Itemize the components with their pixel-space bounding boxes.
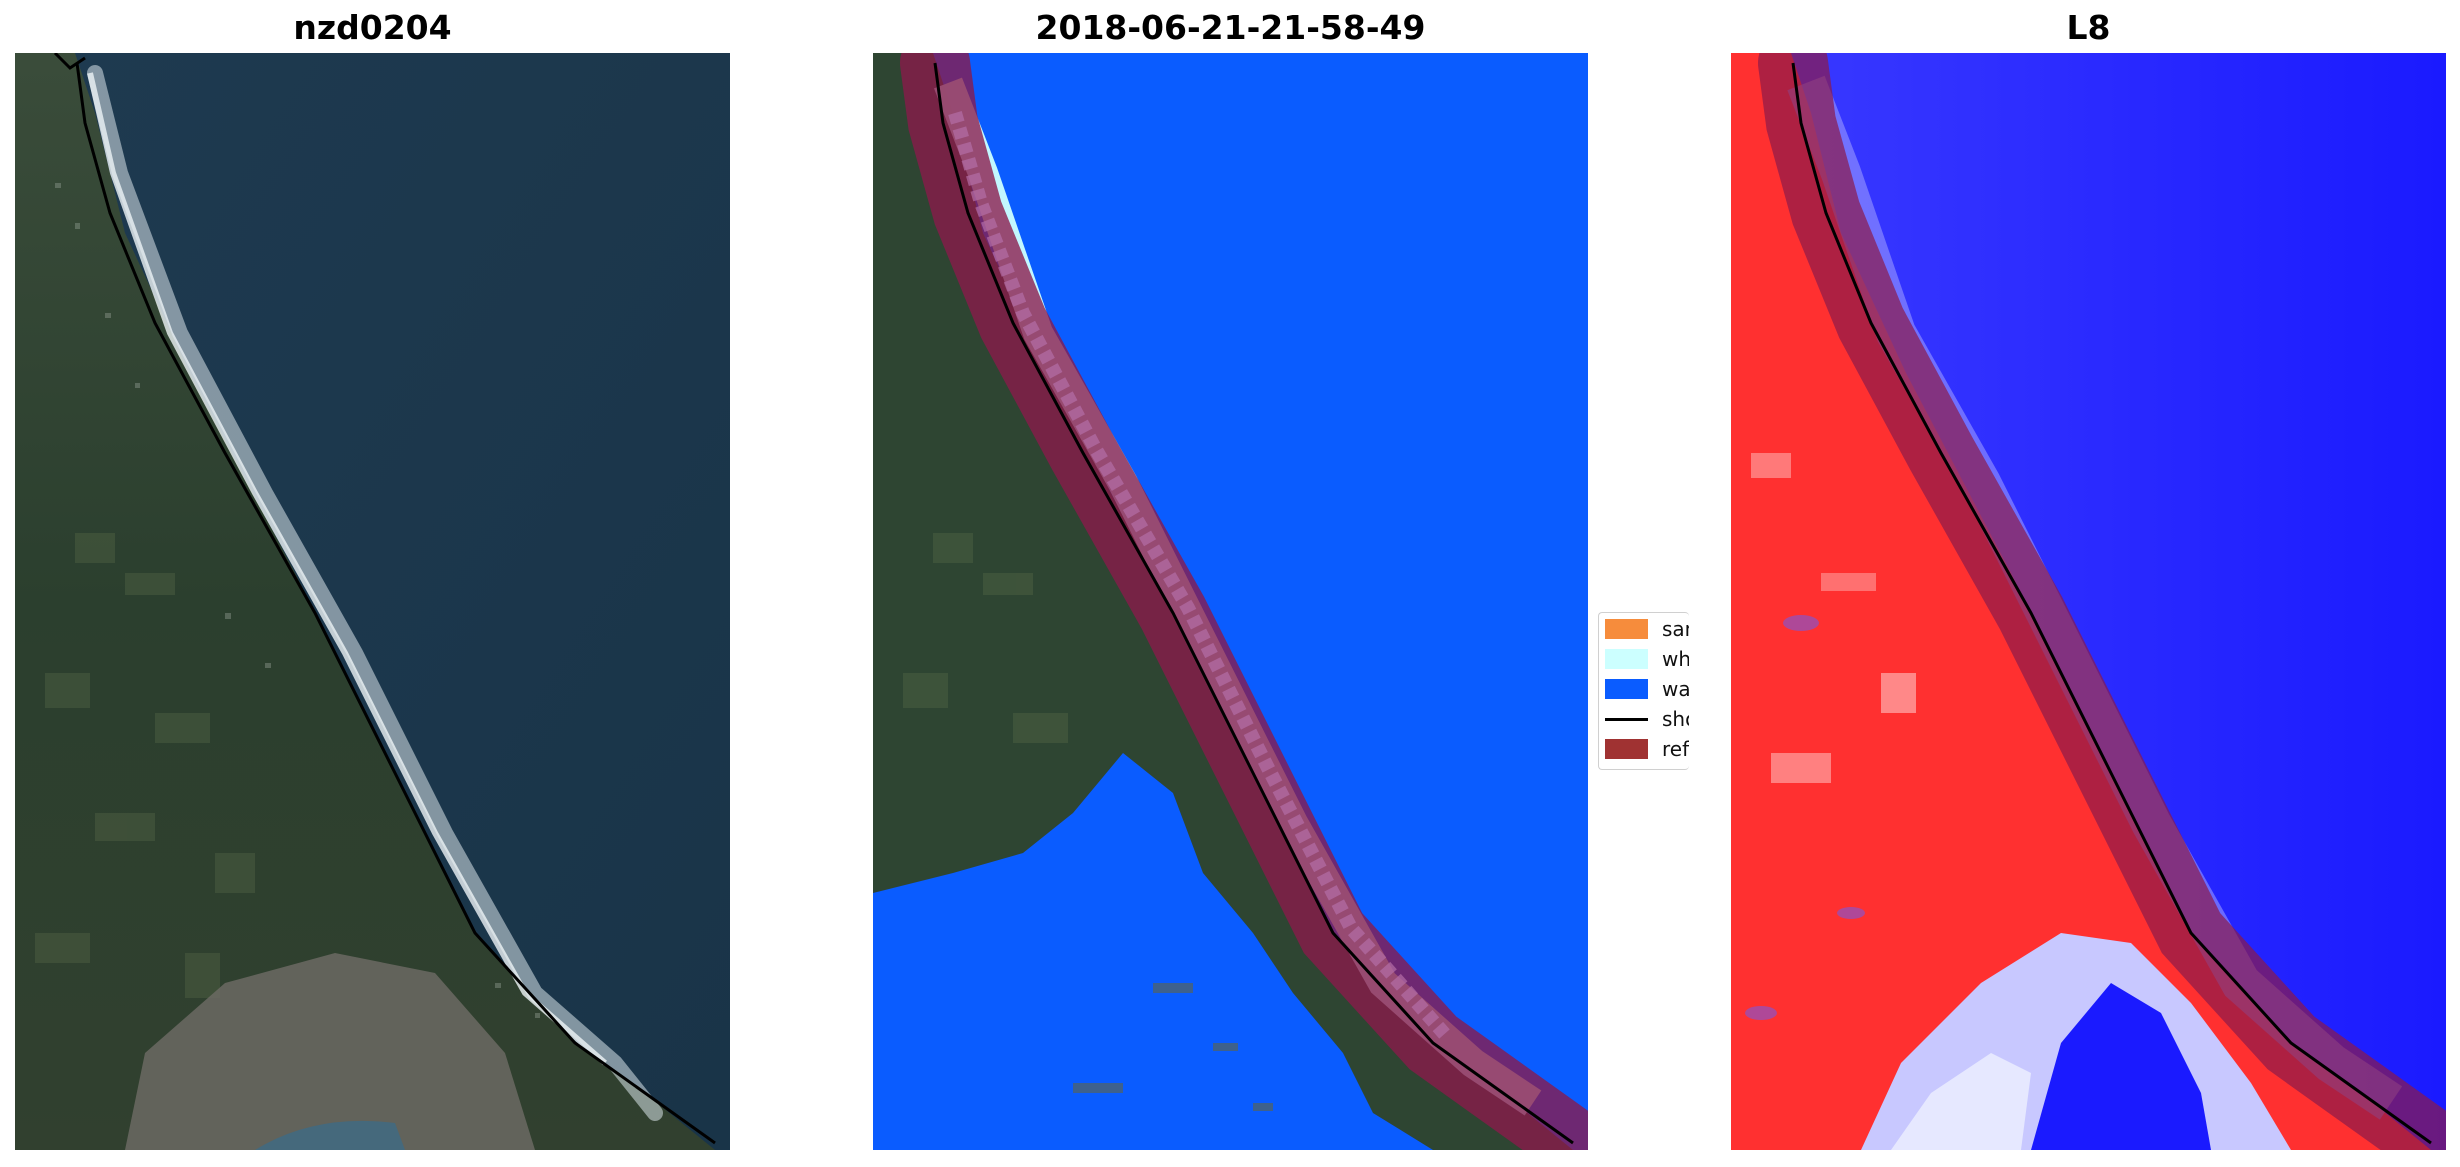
legend-label-shoreline: shoreline bbox=[1662, 707, 1689, 731]
rgb-image-panel bbox=[15, 53, 730, 1150]
rgb-image bbox=[15, 53, 730, 1150]
classified-image-panel bbox=[873, 53, 1588, 1150]
panel-title-index: L8 bbox=[2066, 8, 2111, 47]
legend-swatch-reference-buffer bbox=[1605, 739, 1648, 759]
legend-swatch-sand bbox=[1605, 619, 1648, 639]
legend-swatch-shoreline bbox=[1605, 717, 1648, 721]
legend-swatch-water bbox=[1605, 679, 1648, 699]
legend-label-water: water bbox=[1662, 677, 1689, 701]
panel-title-rgb: nzd0204 bbox=[293, 8, 452, 47]
legend-label-sand: sand bbox=[1662, 617, 1689, 641]
index-image bbox=[1731, 53, 2446, 1150]
legend-item-water: water bbox=[1605, 677, 1689, 701]
legend-item-shoreline: shoreline bbox=[1605, 707, 1689, 731]
classified-image bbox=[873, 53, 1588, 1150]
panel-title-classified: 2018-06-21-21-58-49 bbox=[1035, 8, 1426, 47]
legend-item-reference-buffer: reference shoreline buffer bbox=[1605, 737, 1689, 761]
legend-label-whitewater: whitewater bbox=[1662, 647, 1689, 671]
index-image-panel bbox=[1731, 53, 2446, 1150]
legend: sand whitewater water shoreline referenc… bbox=[1598, 612, 1689, 770]
legend-swatch-whitewater bbox=[1605, 649, 1648, 669]
legend-item-whitewater: whitewater bbox=[1605, 647, 1689, 671]
legend-item-sand: sand bbox=[1605, 617, 1689, 641]
legend-label-reference-buffer: reference shoreline buffer bbox=[1662, 737, 1689, 761]
